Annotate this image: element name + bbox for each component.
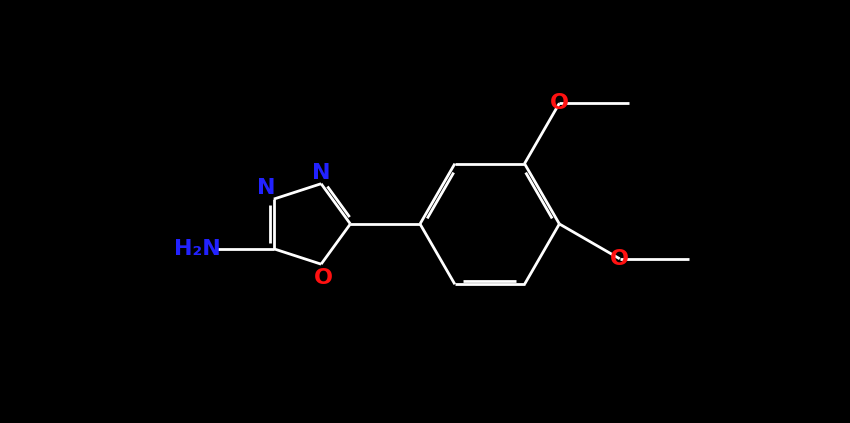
Text: H₂N: H₂N xyxy=(173,239,220,259)
Text: O: O xyxy=(550,93,569,113)
Text: N: N xyxy=(312,163,331,183)
Text: O: O xyxy=(314,268,333,288)
Text: O: O xyxy=(610,249,629,269)
Text: N: N xyxy=(257,178,275,198)
